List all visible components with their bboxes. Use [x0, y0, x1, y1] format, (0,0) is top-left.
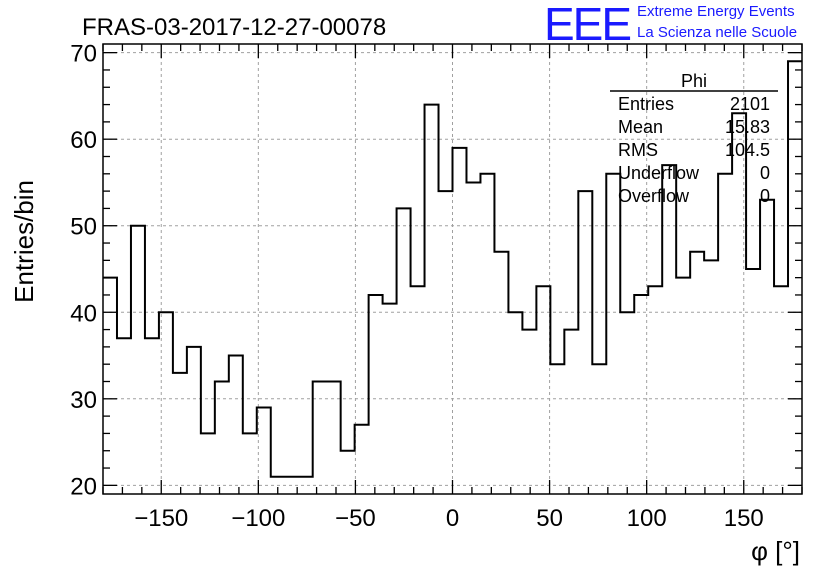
y-tick-labels: 20 30 40 50 60 70 — [70, 41, 97, 501]
chart-title: FRAS-03-2017-12-27-00078 — [82, 14, 386, 41]
y-tick-label: 40 — [70, 300, 97, 327]
stats-row-label: Mean — [618, 117, 663, 137]
x-tick-labels: −150 −100 −50 0 50 100 150 — [134, 505, 764, 532]
grid-lines — [103, 44, 802, 494]
stats-row-value: 15.83 — [725, 117, 770, 137]
x-tick-label: −100 — [231, 505, 285, 532]
eee-logo: EEE — [544, 0, 632, 50]
x-tick-label: 0 — [446, 505, 459, 532]
stats-row-label: RMS — [618, 140, 658, 160]
x-tick-label: 50 — [536, 505, 563, 532]
stats-row-label: Overflow — [618, 186, 690, 206]
stats-row-value: 0 — [760, 163, 770, 183]
histogram-line — [103, 60, 802, 478]
stats-box: Phi Entries 2101 Mean 15.83 RMS 104.5 Underflo… — [610, 71, 778, 206]
stats-row-label: Entries — [618, 94, 674, 114]
y-tick-label: 60 — [70, 127, 97, 154]
logo-line-2: La Scienza nelle Scuole — [637, 24, 798, 41]
logo-line-1: Extreme Energy Events — [637, 3, 795, 20]
stats-row-value: 2101 — [730, 94, 770, 114]
y-tick-label: 30 — [70, 387, 97, 414]
y-tick-label: 50 — [70, 214, 97, 241]
stats-row-value: 104.5 — [725, 140, 770, 160]
y-axis-label: Entries/bin — [9, 180, 39, 303]
x-tick-label: −150 — [134, 505, 188, 532]
x-axis-label: φ [°] — [751, 536, 800, 566]
x-tick-label: −50 — [335, 505, 376, 532]
stats-row-label: Underflow — [618, 163, 700, 183]
axis-ticks — [102, 44, 803, 494]
x-tick-label: 100 — [627, 505, 667, 532]
y-tick-label: 20 — [70, 473, 97, 500]
y-tick-label: 70 — [70, 41, 97, 68]
stats-row-value: 0 — [760, 186, 770, 206]
x-tick-label: 150 — [724, 505, 764, 532]
stats-title: Phi — [681, 71, 707, 91]
